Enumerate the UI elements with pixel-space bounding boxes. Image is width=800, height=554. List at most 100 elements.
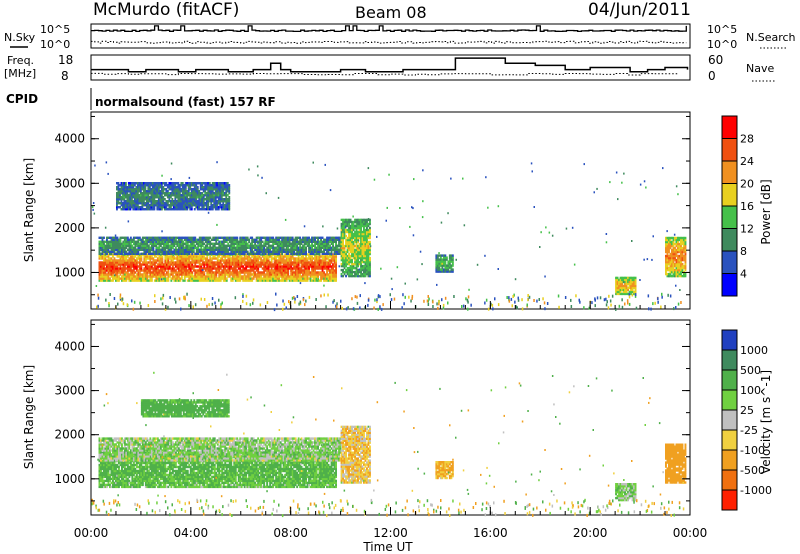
heatmap-cell — [147, 279, 150, 282]
heatmap-cell — [619, 282, 622, 286]
heatmap-cell — [126, 271, 129, 274]
heatmap-cell — [159, 242, 162, 246]
heatmap-cell — [267, 240, 270, 244]
heatmap-cell — [338, 242, 340, 246]
heatmap-cell — [169, 202, 172, 205]
heatmap-cell — [357, 220, 359, 224]
heatmap-cell — [317, 265, 319, 268]
heatmap-cell — [346, 268, 349, 272]
heatmap-cell — [156, 192, 159, 195]
heatmap-cell — [122, 242, 125, 246]
heatmap-cell — [206, 242, 209, 246]
heatmap-cell — [182, 244, 185, 248]
heatmap-cell — [227, 236, 230, 240]
heatmap-cell — [186, 257, 189, 260]
heatmap-cell — [308, 271, 310, 274]
heatmap-cell — [157, 198, 160, 201]
heatmap-cell — [199, 188, 202, 191]
heatmap-cell — [288, 257, 291, 260]
heatmap-cell — [228, 202, 231, 205]
heatmap-cell — [624, 284, 626, 288]
heatmap-cell — [216, 250, 219, 254]
heatmap-cell — [435, 262, 438, 265]
heatmap-cell — [176, 250, 179, 254]
heatmap-cell — [178, 186, 181, 189]
heatmap-cell — [206, 275, 209, 278]
heatmap-cell — [222, 182, 225, 185]
heatmap-cell — [281, 244, 284, 248]
heatmap-cell — [335, 246, 337, 250]
heatmap-cell — [172, 188, 175, 191]
heatmap-cell — [342, 228, 344, 232]
heatmap-cell — [198, 273, 201, 276]
heatmap-cell — [197, 269, 200, 272]
heatmap-cell — [162, 188, 165, 191]
heatmap-cell — [146, 255, 149, 258]
heatmap-cell — [282, 275, 285, 278]
heatmap-cell — [214, 192, 217, 195]
heatmap-cell — [303, 240, 306, 244]
heatmap-cell — [162, 200, 165, 203]
heatmap-cell — [207, 269, 210, 272]
heatmap-cell — [358, 232, 361, 236]
heatmap-cell — [184, 192, 187, 195]
heatmap-cell — [185, 246, 188, 250]
heatmap-cell — [240, 242, 243, 246]
heatmap-cell — [293, 267, 296, 270]
heatmap-cell — [210, 263, 213, 266]
heatmap-cell — [189, 265, 192, 268]
heatmap-cell — [128, 277, 131, 280]
heatmap-cell — [361, 258, 364, 262]
heatmap-cell — [326, 261, 328, 264]
heatmap-cell — [311, 265, 313, 268]
heatmap-cell — [349, 232, 352, 236]
heatmap-cell — [135, 240, 138, 244]
heatmap-cell — [309, 277, 312, 280]
heatmap-cell — [183, 246, 186, 250]
heatmap-cell — [106, 277, 108, 280]
heatmap-cell — [324, 248, 327, 252]
heatmap-cell — [251, 246, 254, 250]
heatmap-cell — [138, 265, 141, 268]
heatmap-cell — [165, 184, 168, 187]
heatmap-cell — [192, 190, 195, 193]
heatmap-cell — [136, 182, 139, 185]
heatmap-cell — [252, 273, 255, 276]
heatmap-cell — [177, 244, 180, 248]
heatmap-cell — [177, 265, 180, 268]
heatmap-cell — [255, 267, 258, 270]
heatmap-cell — [355, 262, 358, 266]
heatmap-cell — [168, 196, 171, 199]
heatmap-cell — [266, 267, 269, 270]
heatmap-cell — [189, 194, 192, 197]
heatmap-cell — [321, 261, 324, 264]
heatmap-cell — [132, 246, 135, 250]
heatmap-cell — [348, 262, 350, 266]
heatmap-cell — [107, 279, 110, 282]
heatmap-cell — [116, 194, 118, 197]
heatmap-cell — [225, 271, 228, 274]
heatmap-cell — [172, 182, 175, 185]
heatmap-cell — [364, 242, 367, 246]
heatmap-cell — [302, 259, 304, 262]
heatmap-cell — [190, 208, 193, 211]
heatmap-cell — [115, 277, 117, 280]
heatmap-cell — [342, 254, 344, 258]
heatmap-cell — [261, 271, 264, 274]
heatmap-cell — [275, 265, 278, 268]
heatmap-cell — [155, 244, 158, 248]
heatmap-cell — [290, 248, 293, 252]
heatmap-cell — [129, 206, 132, 209]
heatmap-cell — [147, 188, 150, 191]
heatmap-cell — [209, 277, 212, 280]
heatmap-cell — [323, 263, 325, 266]
heatmap-cell — [128, 257, 131, 260]
heatmap-cell — [214, 206, 217, 209]
heatmap-cell — [190, 202, 193, 205]
heatmap-cell — [158, 242, 161, 246]
heatmap-cell — [354, 262, 356, 266]
heatmap-cell — [123, 182, 126, 185]
heatmap-cell — [302, 263, 304, 266]
heatmap-cell — [360, 226, 362, 230]
heatmap-cell — [175, 206, 178, 209]
